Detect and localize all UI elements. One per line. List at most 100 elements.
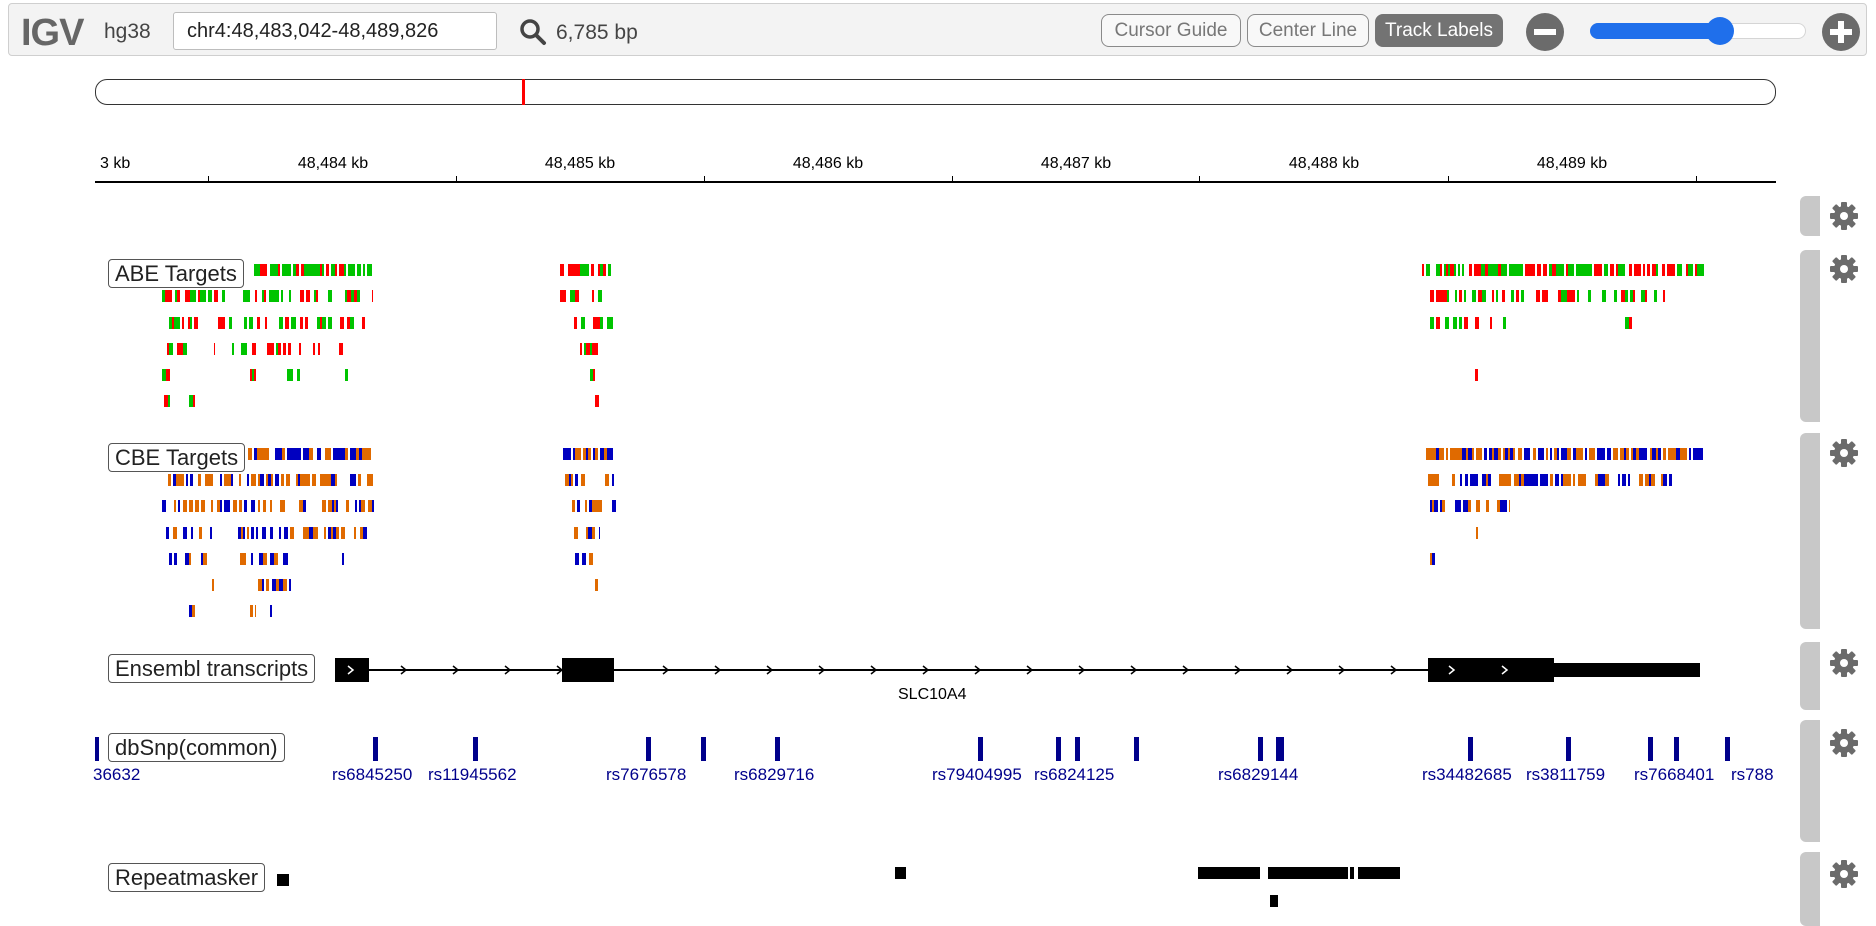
target-site [371,474,373,486]
target-site [275,448,279,460]
target-site [226,500,230,512]
snp-label[interactable]: rs11945562 [428,765,517,784]
target-site [278,343,281,355]
target-site [335,474,337,486]
target-site [1621,290,1625,302]
snp-label[interactable]: rs7668401 [1634,765,1715,784]
target-site [265,317,267,329]
target-site [290,527,293,539]
target-site [249,317,253,329]
target-site [1585,448,1587,460]
snp-label[interactable]: rs6829144 [1218,765,1299,784]
locus-search-input[interactable] [173,12,497,50]
target-site [177,343,181,355]
target-site [239,474,241,486]
target-site [1481,264,1485,276]
chromosome-ideogram[interactable] [95,79,1776,105]
target-site [1501,264,1505,276]
target-site [214,343,215,355]
target-site [1510,448,1513,460]
target-site [185,553,189,565]
target-site [322,264,324,276]
target-site [1513,264,1516,276]
snp-label[interactable]: rs6824125 [1034,765,1115,784]
target-site [1509,500,1510,512]
target-site [298,474,300,486]
snp-marker [1725,737,1730,761]
center-line-button[interactable]: Center Line [1247,14,1369,47]
gear-icon[interactable] [1829,648,1859,678]
snp-label[interactable]: rs3811759 [1526,765,1606,784]
target-site [224,474,227,486]
gear-icon[interactable] [1829,859,1859,889]
target-site [1588,264,1592,276]
target-site [1464,290,1466,302]
target-site [314,290,316,302]
track-labels-button[interactable]: Track Labels [1375,14,1503,47]
target-site [283,553,286,565]
target-site [605,474,609,486]
target-site [1426,264,1430,276]
track-drag-handle[interactable] [1800,642,1820,710]
gear-icon[interactable] [1829,201,1859,231]
target-site [306,448,309,460]
target-site [244,553,246,565]
target-site [583,448,586,460]
track-drag-handle[interactable] [1800,433,1820,629]
search-icon[interactable] [519,18,547,46]
track-drag-handle[interactable] [1800,250,1820,422]
snp-label[interactable]: rs34482685 [1422,765,1512,784]
target-site [1463,500,1465,512]
target-site [282,500,285,512]
target-site [244,317,247,329]
repeat-element [1268,867,1348,879]
target-site [1566,264,1568,276]
target-site [1616,264,1618,276]
target-site [283,579,287,591]
genome-label[interactable]: hg38 [104,20,151,43]
target-site [1458,264,1460,276]
target-site [190,317,192,329]
track-drag-handle[interactable] [1800,720,1820,842]
snp-label[interactable]: rs6845250 [332,765,413,784]
target-site [586,264,589,276]
target-site [575,474,578,486]
target-site [263,264,267,276]
target-site [1497,500,1500,512]
target-site [174,553,177,565]
snp-label[interactable]: rs7676578 [606,765,687,784]
target-site [164,395,168,407]
gear-icon[interactable] [1829,254,1859,284]
target-site [600,290,602,302]
target-site [1550,448,1552,460]
zoom-out-icon[interactable] [1525,12,1565,52]
gear-icon[interactable] [1829,728,1859,758]
target-site [1645,474,1649,486]
target-site [189,500,193,512]
gear-icon[interactable] [1829,438,1859,468]
cursor-guide-button[interactable]: Cursor Guide [1101,14,1241,47]
target-site [270,264,272,276]
target-site [1561,474,1563,486]
zoom-in-icon[interactable] [1821,12,1861,52]
target-site [1671,264,1675,276]
target-site [355,500,357,512]
snp-marker [1075,737,1080,761]
target-site [287,448,290,460]
target-site [1446,448,1448,460]
target-site [174,317,176,329]
target-site [276,290,279,302]
track-drag-handle[interactable] [1800,196,1820,236]
zoom-slider-thumb[interactable] [1706,17,1734,45]
gene-name-label: SLC10A4 [898,686,967,703]
snp-label[interactable]: rs79404995 [932,765,1022,784]
target-site [183,500,187,512]
snp-label[interactable]: rs6829716 [734,765,815,784]
track-drag-handle[interactable] [1800,852,1820,926]
snp-label[interactable]: rs788 [1731,765,1774,784]
target-site [317,448,319,460]
snp-label[interactable]: 36632 [93,765,141,784]
target-site [1584,264,1588,276]
target-site [1654,290,1657,302]
